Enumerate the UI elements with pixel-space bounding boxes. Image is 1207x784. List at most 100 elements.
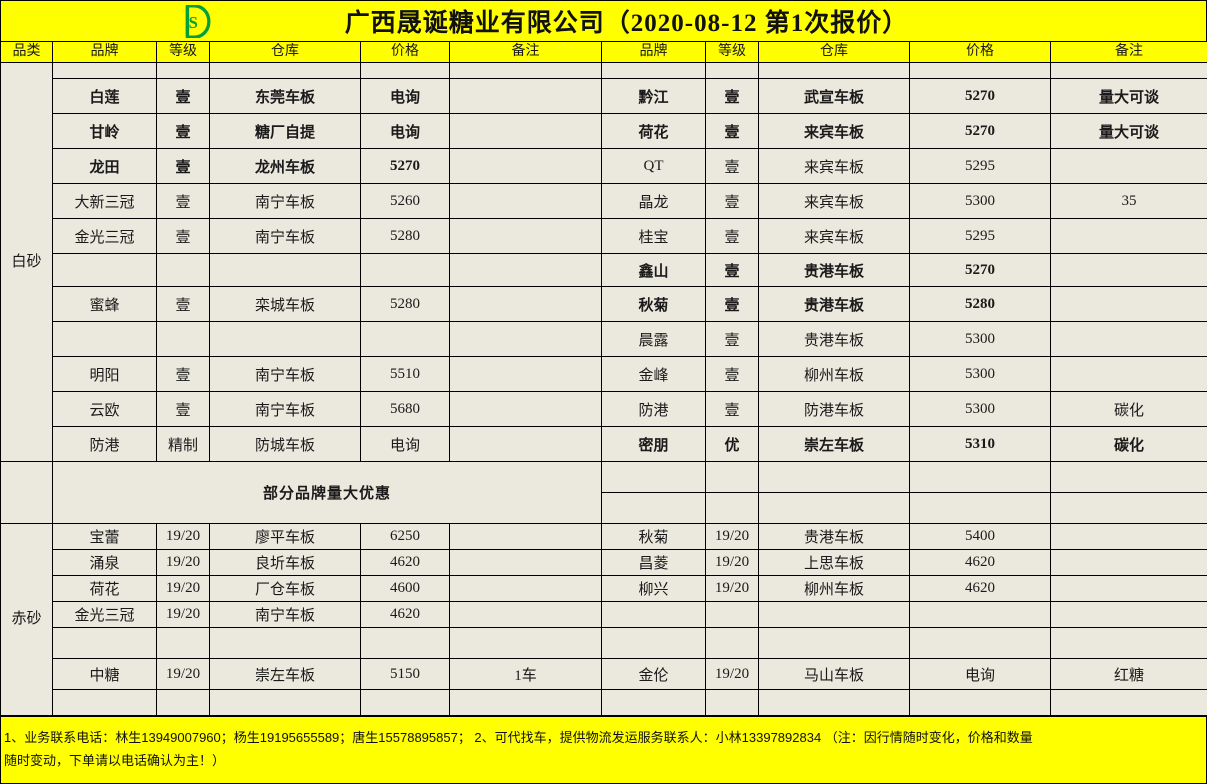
cell-brand-right: 防港 (602, 392, 706, 427)
cell-brand-left: 金光三冠 (53, 219, 157, 254)
cell-warehouse-right: 来宾车板 (759, 149, 910, 184)
cell-price-left: 4620 (361, 602, 450, 628)
cell-remark-right: 碳化 (1051, 427, 1207, 462)
cell-warehouse-right (759, 462, 910, 493)
cell-warehouse-right: 防港车板 (759, 392, 910, 427)
cell-grade-left: 壹 (157, 184, 210, 219)
cell-brand-right: QT (602, 149, 706, 184)
cell-brand-left: 防港 (53, 427, 157, 462)
cell-remark-left (450, 114, 602, 149)
cell-warehouse-right (759, 493, 910, 524)
cell-warehouse-left: 南宁车板 (210, 602, 361, 628)
cell-price-right: 4620 (910, 550, 1051, 576)
cell-grade-left: 壹 (157, 357, 210, 392)
cell-grade-right: 19/20 (706, 550, 759, 576)
cell-brand-left (53, 63, 157, 79)
cell-remark-right (1051, 462, 1207, 493)
cell-warehouse-left: 厂仓车板 (210, 576, 361, 602)
cell-warehouse-right (759, 602, 910, 628)
cell-price-right: 5270 (910, 114, 1051, 149)
cell-remark-left (450, 392, 602, 427)
cell-price-right: 5295 (910, 149, 1051, 184)
cell-warehouse-right: 柳州车板 (759, 357, 910, 392)
cell-brand-right: 荷花 (602, 114, 706, 149)
cell-brand-right: 秋菊 (602, 287, 706, 322)
cell-brand-right: 柳兴 (602, 576, 706, 602)
col-header-price-left: 价格 (361, 42, 450, 63)
cell-grade-right: 壹 (706, 287, 759, 322)
cell-warehouse-left: 良圻车板 (210, 550, 361, 576)
cell-warehouse-left: 糖厂自提 (210, 114, 361, 149)
cell-brand-left: 宝蕾 (53, 524, 157, 550)
cell-price-right: 5310 (910, 427, 1051, 462)
cell-price-left: 5280 (361, 287, 450, 322)
cell-price-right: 5300 (910, 322, 1051, 357)
cell-remark-right (1051, 550, 1207, 576)
cell-grade-right: 19/20 (706, 659, 759, 690)
cell-grade-right: 优 (706, 427, 759, 462)
cell-remark-left (450, 550, 602, 576)
cell-brand-left (53, 254, 157, 287)
cell-grade-right: 19/20 (706, 524, 759, 550)
cell-remark-left (450, 602, 602, 628)
col-header-category: 品类 (1, 42, 53, 63)
cell-price-right (910, 462, 1051, 493)
cell-price-left (361, 254, 450, 287)
cell-brand-left: 大新三冠 (53, 184, 157, 219)
cell-grade-right: 壹 (706, 79, 759, 114)
cell-remark-right (1051, 524, 1207, 550)
col-header-remark-left: 备注 (450, 42, 602, 63)
cell-warehouse-left: 防城车板 (210, 427, 361, 462)
cell-brand-left: 蜜蜂 (53, 287, 157, 322)
cell-brand-left: 龙田 (53, 149, 157, 184)
cell-remark-left (450, 184, 602, 219)
footer-line-2: 随时变动，下单请以电话确认为主！） (4, 753, 225, 768)
cell-brand-right: 晨露 (602, 322, 706, 357)
cell-grade-right: 壹 (706, 392, 759, 427)
cell-remark-right (1051, 287, 1207, 322)
cell-warehouse-right: 来宾车板 (759, 114, 910, 149)
page-title: 广西晟诞糖业有限公司（2020-08-12 第1次报价） (299, 3, 908, 39)
cell-brand-left: 明阳 (53, 357, 157, 392)
category-red-sugar: 赤砂 (1, 524, 53, 716)
cell-brand-left: 白莲 (53, 79, 157, 114)
cell-warehouse-left: 栾城车板 (210, 287, 361, 322)
cell-price-left: 5270 (361, 149, 450, 184)
col-header-remark-right: 备注 (1051, 42, 1207, 63)
cell-remark-right: 红糖 (1051, 659, 1207, 690)
cell-warehouse-right (759, 690, 910, 716)
cell-warehouse-right: 贵港车板 (759, 322, 910, 357)
cell-brand-right (602, 462, 706, 493)
cell-remark-right (1051, 576, 1207, 602)
cell-grade-right: 壹 (706, 254, 759, 287)
cell-brand-left (53, 690, 157, 716)
cell-grade-left: 壹 (157, 392, 210, 427)
cell-brand-right: 鑫山 (602, 254, 706, 287)
cell-grade-right (706, 462, 759, 493)
cell-warehouse-right: 崇左车板 (759, 427, 910, 462)
cell-remark-left (450, 63, 602, 79)
cell-grade-right: 壹 (706, 357, 759, 392)
cell-price-left: 4620 (361, 550, 450, 576)
cell-grade-left: 壹 (157, 219, 210, 254)
cell-remark-right (1051, 63, 1207, 79)
cell-remark-right (1051, 322, 1207, 357)
cell-remark-right (1051, 628, 1207, 659)
cell-remark-left (450, 576, 602, 602)
cell-warehouse-right: 贵港车板 (759, 524, 910, 550)
cell-remark-left (450, 357, 602, 392)
cell-warehouse-left: 南宁车板 (210, 184, 361, 219)
cell-grade-left: 19/20 (157, 524, 210, 550)
cell-grade-right: 壹 (706, 322, 759, 357)
cell-brand-right (602, 63, 706, 79)
cell-price-left: 5510 (361, 357, 450, 392)
cell-remark-right (1051, 219, 1207, 254)
cell-grade-right: 壹 (706, 219, 759, 254)
cell-brand-left (53, 628, 157, 659)
cell-grade-left: 19/20 (157, 602, 210, 628)
